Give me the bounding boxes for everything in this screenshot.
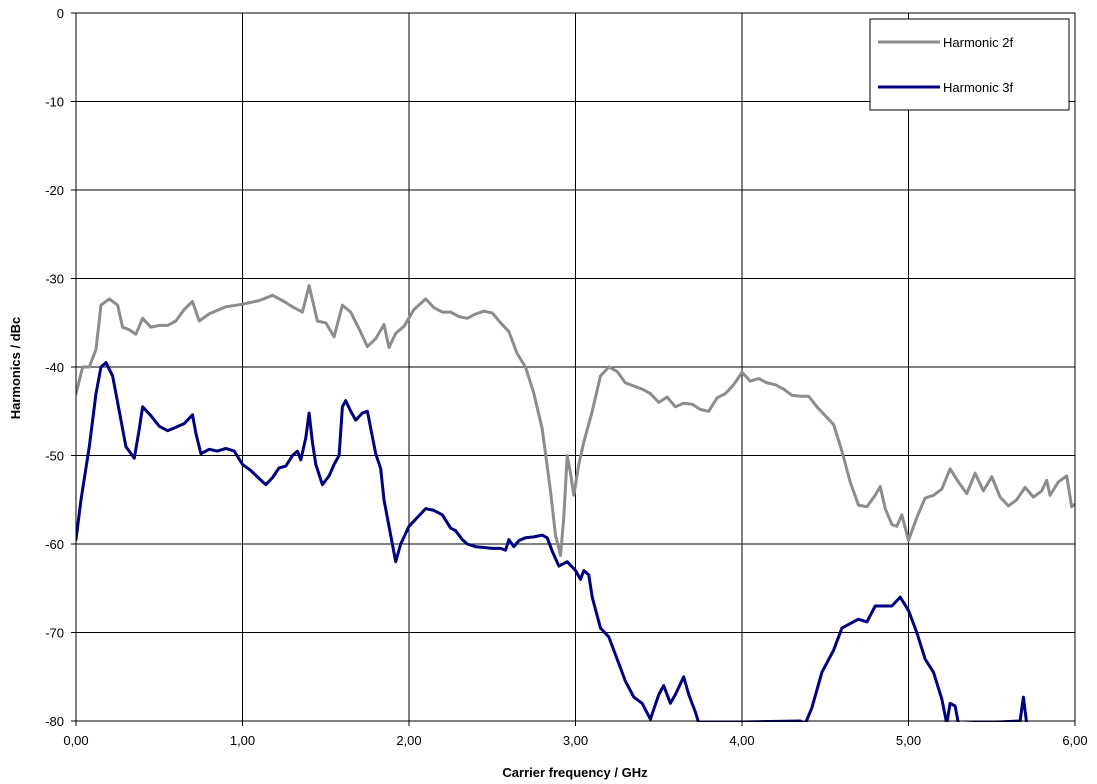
axes xyxy=(71,12,1076,726)
y-axis-title: Harmonics / dBc xyxy=(8,317,23,420)
x-tick-label: 4,00 xyxy=(729,733,754,748)
series-line-harmonic-2f xyxy=(76,284,1075,557)
legend-box xyxy=(869,18,1070,111)
y-tick-label: -10 xyxy=(45,95,64,110)
y-tick-label: -60 xyxy=(45,537,64,552)
gridlines xyxy=(75,12,1076,722)
x-tick-label: 5,00 xyxy=(896,733,921,748)
x-tick-label: 6,00 xyxy=(1062,733,1087,748)
y-tick-label: -40 xyxy=(45,360,64,375)
y-tick-label: -30 xyxy=(45,272,64,287)
y-tick-label: -70 xyxy=(45,626,64,641)
y-tick-label: -20 xyxy=(45,183,64,198)
x-tick-label: 0,00 xyxy=(63,733,88,748)
legend-label-harmonic-3f: Harmonic 3f xyxy=(943,80,1013,95)
series-line-harmonic-3f xyxy=(76,361,1029,722)
legend-label-harmonic-2f: Harmonic 2f xyxy=(943,35,1013,50)
y-tick-labels: 0 -10 -20 -30 -40 -50 -60 -70 -80 xyxy=(45,6,64,729)
legend: Harmonic 2f Harmonic 3f xyxy=(869,18,1070,111)
y-tick-label: -80 xyxy=(45,714,64,729)
x-tick-label: 3,00 xyxy=(563,733,588,748)
y-tick-label: 0 xyxy=(57,6,64,21)
x-tick-labels: 0,00 1,00 2,00 3,00 4,00 5,00 6,00 xyxy=(63,733,1087,748)
x-tick-label: 1,00 xyxy=(230,733,255,748)
x-axis-title: Carrier frequency / GHz xyxy=(502,765,648,780)
y-tick-label: -50 xyxy=(45,449,64,464)
series-lines xyxy=(76,284,1075,722)
x-tick-label: 2,00 xyxy=(396,733,421,748)
